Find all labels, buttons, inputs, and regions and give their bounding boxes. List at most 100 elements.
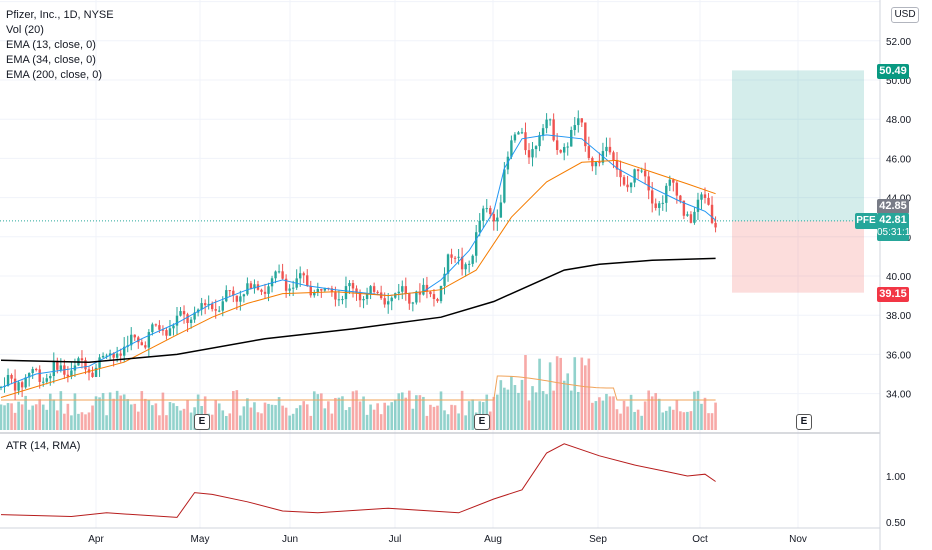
- volume-bar: [158, 415, 161, 430]
- candle-body: [513, 134, 517, 141]
- volume-bar: [390, 402, 394, 430]
- volume-bar: [499, 380, 503, 430]
- volume-bar: [161, 392, 165, 430]
- candle-body: [154, 324, 158, 326]
- legend-vol[interactable]: Vol (20): [6, 24, 44, 36]
- volume-bar: [707, 413, 710, 430]
- earnings-icon-3[interactable]: E: [796, 414, 820, 430]
- volume-bar: [548, 362, 552, 430]
- candle-body: [439, 285, 443, 302]
- loss-zone: [732, 220, 864, 293]
- candle-body: [464, 264, 467, 270]
- earnings-icon-1[interactable]: E: [194, 414, 218, 430]
- candle-body: [408, 293, 411, 304]
- volume-bar: [400, 392, 404, 430]
- candle-body: [270, 278, 274, 287]
- candle-body: [13, 378, 17, 391]
- volume-bar: [6, 403, 10, 430]
- candle-body: [432, 294, 436, 299]
- volume-bar: [460, 390, 464, 430]
- currency-button[interactable]: USD: [891, 7, 919, 23]
- candle-body: [552, 119, 555, 141]
- legend-ema200[interactable]: EMA (200, close, 0): [6, 69, 102, 81]
- candle-body: [291, 287, 295, 289]
- profit-zone: [732, 70, 864, 221]
- volume-bar: [203, 396, 207, 430]
- candle-body: [517, 132, 520, 135]
- volume-bar: [422, 396, 425, 430]
- candle-body: [489, 208, 492, 215]
- volume-bar: [464, 415, 467, 430]
- candle-body: [334, 292, 337, 300]
- candle-body: [418, 291, 422, 295]
- earnings-icon-2[interactable]: E: [474, 414, 498, 430]
- candle-body: [203, 303, 207, 306]
- candle-body: [446, 254, 450, 274]
- volume-bar: [411, 408, 415, 430]
- volume-bar: [467, 401, 471, 430]
- ema-lines: [0, 134, 716, 398]
- volume-bar: [439, 391, 443, 430]
- volume-bar: [689, 411, 693, 430]
- candle-body: [651, 190, 654, 204]
- volume-bar: [661, 412, 665, 430]
- candle-body: [640, 170, 643, 172]
- legend-ema34[interactable]: EMA (34, close, 0): [6, 54, 96, 66]
- volume-bar: [601, 400, 605, 430]
- candle-body: [661, 202, 664, 204]
- candle-body: [503, 169, 506, 203]
- volume-bar: [327, 401, 330, 430]
- candle-body: [355, 288, 358, 293]
- candle-body: [559, 149, 562, 153]
- volume-bar: [362, 396, 365, 430]
- volume-bar: [633, 411, 636, 430]
- price-tick-label: 50.00: [886, 76, 911, 87]
- candle-body: [615, 160, 619, 170]
- volume-bar: [488, 411, 492, 430]
- candle-body: [175, 315, 179, 326]
- candle-body: [622, 177, 626, 185]
- candle-body: [471, 255, 474, 264]
- volume-bar: [566, 373, 570, 430]
- volume-bar: [643, 401, 647, 430]
- candle-body: [80, 358, 84, 361]
- volume-bar: [418, 395, 422, 430]
- volume-bar: [31, 405, 34, 430]
- volume-bar: [112, 398, 115, 430]
- candle-body: [436, 298, 439, 302]
- volume-bar: [267, 403, 270, 430]
- volume-bar: [714, 402, 717, 430]
- volume-bar: [189, 412, 193, 430]
- volume-bar: [552, 390, 555, 430]
- atr-legend[interactable]: ATR (14, RMA): [6, 440, 81, 452]
- candle-body: [115, 353, 119, 358]
- candle-body: [31, 369, 34, 374]
- time-tick-label: Jun: [282, 534, 298, 545]
- volume-bar: [323, 408, 327, 430]
- legend-ema13[interactable]: EMA (13, close, 0): [6, 39, 96, 51]
- volume-bar: [232, 391, 235, 430]
- volume-bar: [408, 390, 411, 430]
- volume-bar: [221, 410, 225, 430]
- volume-bar: [151, 405, 154, 430]
- symbol-title[interactable]: Pfizer, Inc., 1D, NYSE: [6, 9, 114, 21]
- candle-body: [383, 298, 386, 305]
- volume-bar: [654, 393, 658, 430]
- volume-bar: [619, 413, 622, 430]
- grid: [0, 0, 881, 550]
- volume-bar: [443, 410, 446, 430]
- price-tick-label: 52.00: [886, 37, 911, 48]
- candle-body: [531, 149, 534, 158]
- volume-bar: [598, 397, 601, 430]
- candle-body: [478, 220, 481, 233]
- volume-bar: [429, 404, 432, 430]
- volume-bar: [672, 409, 675, 430]
- candle-body: [548, 119, 552, 121]
- volume-bar: [513, 385, 517, 430]
- volume-bar: [66, 403, 70, 430]
- candle-body: [682, 200, 686, 216]
- volume-bar: [122, 394, 126, 430]
- candle-body: [534, 146, 538, 150]
- candle-body: [619, 169, 622, 178]
